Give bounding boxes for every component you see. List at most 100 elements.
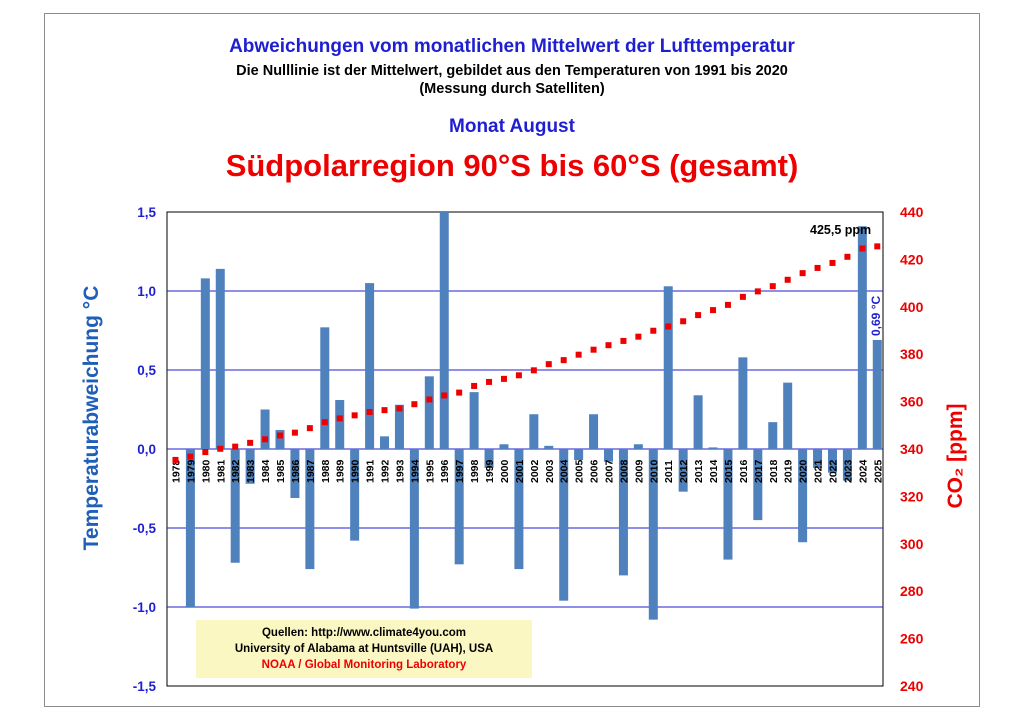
x-tick-label: 1987 — [305, 459, 317, 483]
co2-point — [739, 293, 746, 300]
x-tick-label: 1986 — [290, 459, 302, 483]
co2-point — [262, 436, 269, 443]
y-right-ticks: 240 260 280 300 320 340 360 380 400 420 440 — [900, 204, 924, 694]
co2-point — [486, 378, 493, 385]
temp-bar — [245, 449, 255, 484]
co2-point — [306, 425, 313, 432]
temp-bar — [499, 444, 509, 449]
temp-bar — [424, 376, 434, 449]
source-line-1: Quellen: http://www.climate4you.com — [261, 627, 467, 639]
temp-bar — [842, 449, 852, 481]
y-right-tick-label: 280 — [900, 583, 924, 599]
y-right-tick-label: 240 — [900, 678, 924, 694]
temp-bar — [768, 422, 778, 449]
temp-bar — [185, 449, 195, 607]
chart-frame — [44, 13, 980, 707]
temp-bar — [798, 449, 808, 543]
co2-point — [605, 342, 612, 349]
temp-bar — [663, 286, 673, 449]
temp-bar — [335, 400, 345, 449]
x-tick-label: 2000 — [499, 459, 511, 483]
x-tick-label: 2003 — [544, 459, 556, 483]
temp-bar — [484, 449, 494, 468]
co2-point — [530, 367, 537, 374]
x-tick-labels: 1978 1979 1980 1981 1982 1983 1984 1985 1986 1987… — [170, 459, 884, 483]
temp-bar — [604, 449, 614, 462]
temp-bar — [514, 449, 524, 570]
temp-bar — [618, 449, 628, 576]
y-axis-right-label: CO₂ [ppm] — [944, 404, 967, 509]
y-right-tick-label: 340 — [900, 441, 924, 457]
temp-bar — [648, 449, 658, 620]
co2-point — [650, 327, 657, 334]
y-axis-left-label: Temperaturabweichung °C — [80, 286, 103, 551]
x-tick-label: 2008 — [618, 459, 630, 483]
source-line-2: University of Alabama at Huntsville (UAH… — [234, 643, 494, 655]
temp-bar — [260, 409, 270, 449]
co2-point — [829, 259, 836, 266]
y-left-tick-label: -0,5 — [133, 521, 157, 536]
co2-point — [724, 301, 731, 308]
y-right-tick-label: 320 — [900, 488, 924, 504]
temp-bar — [439, 212, 449, 449]
co2-point — [784, 276, 791, 283]
temp-bar — [230, 449, 240, 563]
temp-bar — [394, 404, 404, 449]
temp-bar — [723, 449, 733, 560]
co2-point — [441, 392, 448, 399]
co2-point — [515, 372, 522, 379]
x-tick-label: 2016 — [738, 459, 750, 483]
y-left-tick-label: -1,5 — [133, 679, 157, 694]
temp-bar — [380, 436, 390, 449]
co2-point — [247, 439, 254, 446]
co2-point — [874, 243, 881, 250]
temp-bar — [872, 339, 882, 449]
x-tick-label: 2019 — [783, 459, 795, 483]
x-tick-label: 1999 — [484, 459, 496, 483]
region-title: Südpolarregion 90°S bis 60°S (gesamt) — [225, 148, 799, 183]
y-right-tick-label: 260 — [900, 631, 924, 647]
temp-bar — [409, 449, 419, 609]
co2-point — [366, 409, 373, 416]
x-tick-label: 2007 — [604, 459, 616, 483]
co2-point — [232, 443, 239, 450]
co2-point — [500, 375, 507, 382]
x-tick-label: 2023 — [842, 459, 854, 483]
co2-point — [351, 412, 358, 419]
co2-point — [844, 253, 851, 260]
y-left-tick-label: 0,0 — [137, 442, 156, 457]
temp-bar — [857, 226, 867, 449]
x-tick-label: 1997 — [454, 459, 466, 483]
co2-point — [545, 361, 552, 368]
x-tick-label: 2021 — [813, 459, 825, 483]
x-tick-label: 2009 — [633, 459, 645, 483]
co2-point — [336, 415, 343, 422]
y-left-tick-label: 1,0 — [137, 284, 156, 299]
y-right-tick-label: 380 — [900, 346, 924, 362]
x-tick-label: 1988 — [320, 459, 332, 483]
x-tick-label: 2022 — [827, 459, 839, 483]
co2-point — [321, 419, 328, 426]
temp-bar — [708, 447, 718, 449]
co2-point — [754, 288, 761, 295]
temp-bar — [305, 449, 315, 570]
x-tick-label: 2024 — [857, 459, 869, 483]
temp-bar — [275, 430, 285, 449]
temp-bar — [544, 445, 554, 449]
x-tick-label: 1993 — [394, 459, 406, 483]
co2-point — [411, 401, 418, 408]
co2-point — [217, 445, 224, 452]
y-left-tick-label: 1,5 — [137, 205, 156, 220]
y-right-tick-label: 440 — [900, 204, 924, 220]
y-right-tick-label: 420 — [900, 251, 924, 267]
chart-title: Abweichungen vom monatlichen Mittelwert … — [229, 36, 795, 57]
x-tick-label: 2004 — [559, 459, 571, 483]
x-tick-label: 1992 — [380, 459, 392, 483]
chart-subtitle-line2: (Messung durch Satelliten) — [419, 81, 605, 97]
x-tick-label: 1984 — [260, 459, 272, 483]
y-right-tick-label: 400 — [900, 299, 924, 315]
x-tick-label: 1994 — [409, 459, 421, 483]
co2-point — [695, 312, 702, 319]
temp-last-annotation: 0,69 °C — [869, 296, 883, 336]
co2-point — [620, 337, 627, 344]
